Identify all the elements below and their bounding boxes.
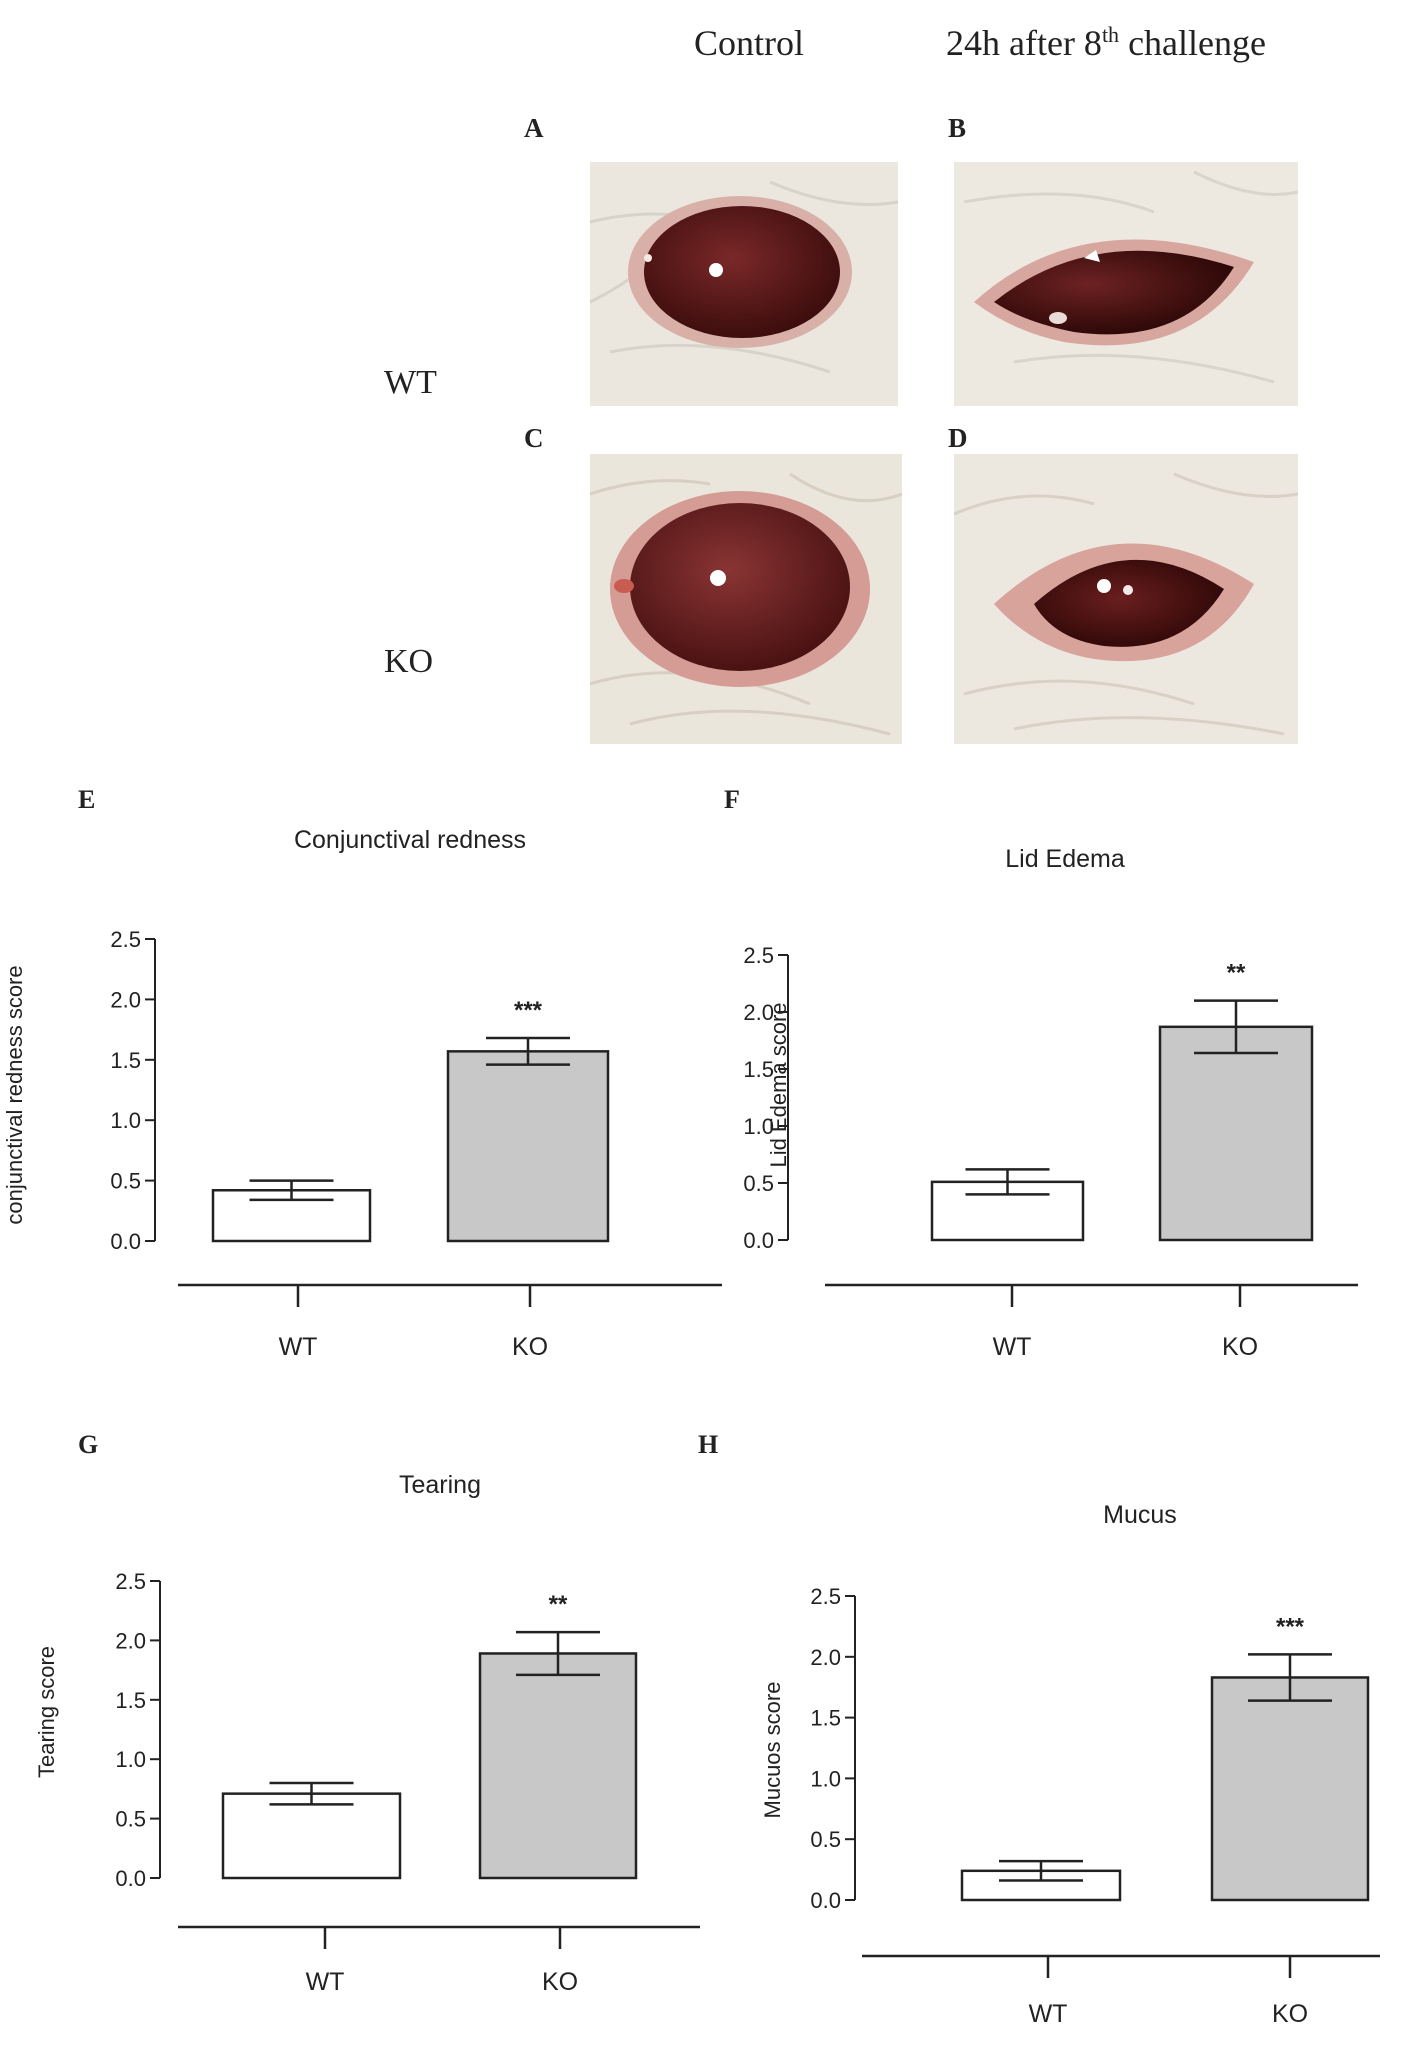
chart-f-category-wt: WT: [993, 1333, 1032, 1361]
chart-h-title: Mucus: [1103, 1501, 1177, 1529]
column-heading-challenge-sup: th: [1101, 22, 1120, 47]
row-label-wt: WT: [384, 364, 437, 401]
chart-f-ylabel: Lid Edema score: [766, 1002, 791, 1167]
chart-g-ytick-label-0: 0.0: [115, 1866, 146, 1891]
chart-e-ylabel: conjunctival redness score: [2, 965, 27, 1224]
chart-h-panel-letter: H: [698, 1430, 718, 1459]
chart-g-ytick-label-5: 2.5: [115, 1569, 146, 1594]
chart-f-bar-ko: [1158, 1025, 1314, 1242]
chart-e-ytick-label-3: 1.5: [110, 1048, 141, 1073]
chart-e-ytick-label-1: 0.5: [110, 1169, 141, 1194]
eye-photo-ko-control: [590, 454, 902, 744]
chart-e-significance: ***: [514, 997, 543, 1024]
chart-e-category-ko: KO: [512, 1333, 548, 1361]
chart-f-ytick-label-2: 1.0: [743, 1114, 774, 1139]
chart-g-significance: **: [549, 1591, 568, 1618]
chart-f-significance: **: [1227, 960, 1246, 987]
chart-f-ytick-label-1: 0.5: [743, 1171, 774, 1196]
chart-e-category-wt: WT: [279, 1333, 318, 1361]
chart-h-ytick-label-4: 2.0: [810, 1645, 841, 1670]
chart-h-significance: ***: [1276, 1613, 1305, 1640]
chart-e-ytick-label-2: 1.0: [110, 1108, 141, 1133]
chart-f-ytick-label-5: 2.5: [743, 943, 774, 968]
chart-h-ytick-label-2: 1.0: [810, 1766, 841, 1791]
panel-letter-a: A: [524, 113, 544, 143]
eye-photo-ko-challenge: [954, 454, 1298, 744]
panel-letter-c: C: [524, 423, 544, 453]
chart-h-ytick-label-0: 0.0: [810, 1888, 841, 1913]
chart-g-ytick-label-3: 1.5: [115, 1688, 146, 1713]
chart-g-bar-ko: [478, 1652, 638, 1880]
chart-h-bar-ko: [1210, 1676, 1370, 1902]
chart-h-ylabel: Mucuos score: [760, 1682, 785, 1819]
chart-e-ytick-label-0: 0.0: [110, 1229, 141, 1254]
chart-f-ytick-label-3: 1.5: [743, 1057, 774, 1082]
chart-g-ytick-label-1: 0.5: [115, 1807, 146, 1832]
chart-f-ytick-label-0: 0.0: [743, 1228, 774, 1253]
chart-e-bar-ko: [446, 1050, 610, 1243]
column-heading-challenge-prefix: 24h after 8: [946, 23, 1102, 63]
eye-photo-wt-control: [590, 162, 898, 406]
chart-g-panel-letter: G: [78, 1430, 98, 1459]
chart-h-ytick-label-1: 0.5: [810, 1827, 841, 1852]
chart-g-category-wt: WT: [306, 1968, 345, 1996]
chart-h-category-wt: WT: [1029, 2000, 1068, 2028]
eye-photo-wt-challenge: [954, 162, 1298, 406]
chart-f-ytick-label-4: 2.0: [743, 1000, 774, 1025]
chart-g-category-ko: KO: [542, 1968, 578, 1996]
chart-e-panel-letter: E: [78, 785, 95, 814]
chart-g-ytick-label-2: 1.0: [115, 1747, 146, 1772]
panel-letter-d: D: [948, 423, 968, 453]
column-heading-control-text: Control: [694, 23, 805, 63]
chart-e-ytick-label-4: 2.0: [110, 987, 141, 1012]
column-heading-control: Control: [694, 22, 804, 64]
chart-h-ytick-label-5: 2.5: [810, 1584, 841, 1609]
chart-f-panel-letter: F: [724, 785, 740, 814]
chart-h-ytick-label-3: 1.5: [810, 1706, 841, 1731]
chart-e-ytick-label-5: 2.5: [110, 927, 141, 952]
chart-f-category-ko: KO: [1222, 1333, 1258, 1361]
chart-g-ylabel: Tearing score: [34, 1646, 59, 1778]
chart-g-title: Tearing: [399, 1471, 481, 1499]
column-heading-challenge: 24h after 8th challenge: [946, 22, 1266, 64]
chart-h-category-ko: KO: [1272, 2000, 1308, 2028]
chart-g-ytick-label-4: 2.0: [115, 1628, 146, 1653]
panel-letter-b: B: [948, 113, 967, 143]
chart-g-bar-wt: [221, 1792, 402, 1880]
column-heading-challenge-suffix: challenge: [1119, 23, 1266, 63]
chart-f-title: Lid Edema: [1005, 845, 1125, 873]
row-label-ko: KO: [384, 643, 434, 680]
chart-e-title: Conjunctival redness: [294, 826, 526, 854]
